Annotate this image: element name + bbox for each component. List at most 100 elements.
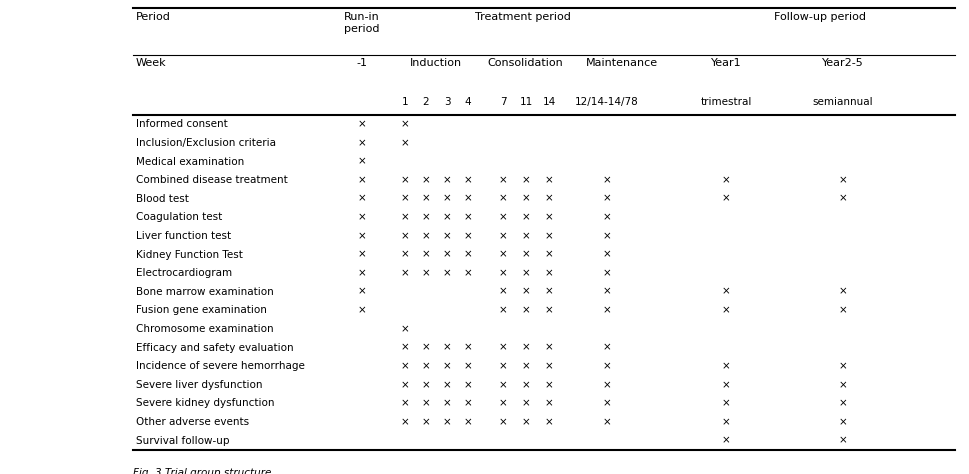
Text: ×: × — [442, 250, 451, 260]
Text: ×: × — [544, 287, 552, 297]
Text: ×: × — [358, 305, 366, 315]
Text: ×: × — [463, 343, 472, 353]
Text: ×: × — [838, 175, 847, 185]
Text: ×: × — [521, 287, 530, 297]
Text: ×: × — [358, 175, 366, 185]
Text: ×: × — [521, 380, 530, 390]
Text: ×: × — [498, 305, 507, 315]
Text: ×: × — [400, 119, 409, 129]
Text: Consolidation: Consolidation — [486, 58, 562, 68]
Text: ×: × — [838, 380, 847, 390]
Text: ×: × — [521, 268, 530, 278]
Text: ×: × — [358, 231, 366, 241]
Text: ×: × — [602, 380, 610, 390]
Text: ×: × — [544, 361, 552, 371]
Text: ×: × — [838, 305, 847, 315]
Text: ×: × — [442, 175, 451, 185]
Text: ×: × — [498, 194, 507, 204]
Text: ×: × — [521, 417, 530, 427]
Text: ×: × — [498, 287, 507, 297]
Text: ×: × — [521, 231, 530, 241]
Text: ×: × — [358, 138, 366, 148]
Text: ×: × — [463, 399, 472, 409]
Text: ×: × — [498, 361, 507, 371]
Text: ×: × — [463, 175, 472, 185]
Text: ×: × — [521, 361, 530, 371]
Text: ×: × — [498, 231, 507, 241]
Text: ×: × — [721, 194, 730, 204]
Text: ×: × — [602, 250, 610, 260]
Text: ×: × — [521, 399, 530, 409]
Text: Inclusion/Exclusion criteria: Inclusion/Exclusion criteria — [136, 138, 276, 148]
Text: ×: × — [400, 268, 409, 278]
Text: ×: × — [442, 212, 451, 222]
Text: Blood test: Blood test — [136, 194, 189, 204]
Text: Efficacy and safety evaluation: Efficacy and safety evaluation — [136, 343, 294, 353]
Text: ×: × — [422, 250, 430, 260]
Text: ×: × — [400, 212, 409, 222]
Text: ×: × — [463, 250, 472, 260]
Text: ×: × — [544, 343, 552, 353]
Text: ×: × — [721, 380, 730, 390]
Text: ×: × — [544, 231, 552, 241]
Text: ×: × — [544, 417, 552, 427]
Text: ×: × — [544, 305, 552, 315]
Text: Period: Period — [136, 12, 171, 22]
Text: 14: 14 — [542, 97, 555, 107]
Text: ×: × — [521, 305, 530, 315]
Text: ×: × — [721, 436, 730, 446]
Text: ×: × — [544, 250, 552, 260]
Text: ×: × — [442, 417, 451, 427]
Text: Severe liver dysfunction: Severe liver dysfunction — [136, 380, 263, 390]
Text: ×: × — [521, 250, 530, 260]
Text: ×: × — [838, 417, 847, 427]
Text: Year2-5: Year2-5 — [822, 58, 863, 68]
Text: ×: × — [442, 194, 451, 204]
Text: ×: × — [358, 194, 366, 204]
Text: Liver function test: Liver function test — [136, 231, 231, 241]
Text: ×: × — [400, 194, 409, 204]
Text: ×: × — [498, 380, 507, 390]
Text: ×: × — [422, 175, 430, 185]
Text: ×: × — [602, 417, 610, 427]
Text: ×: × — [463, 417, 472, 427]
Text: 4: 4 — [464, 97, 471, 107]
Text: Induction: Induction — [410, 58, 461, 68]
Text: ×: × — [463, 194, 472, 204]
Text: 3: 3 — [443, 97, 450, 107]
Text: ×: × — [721, 399, 730, 409]
Text: ×: × — [400, 175, 409, 185]
Text: Other adverse events: Other adverse events — [136, 417, 249, 427]
Text: Medical examination: Medical examination — [136, 156, 244, 166]
Text: Kidney Function Test: Kidney Function Test — [136, 250, 242, 260]
Text: ×: × — [544, 175, 552, 185]
Text: ×: × — [400, 399, 409, 409]
Text: ×: × — [498, 250, 507, 260]
Text: ×: × — [400, 231, 409, 241]
Text: ×: × — [400, 343, 409, 353]
Text: ×: × — [602, 399, 610, 409]
Text: ×: × — [838, 361, 847, 371]
Text: ×: × — [422, 231, 430, 241]
Text: ×: × — [498, 212, 507, 222]
Text: ×: × — [721, 287, 730, 297]
Text: ×: × — [422, 417, 430, 427]
Text: Fig. 3 Trial group structure: Fig. 3 Trial group structure — [133, 468, 271, 474]
Text: ×: × — [442, 343, 451, 353]
Text: ×: × — [400, 324, 409, 334]
Text: ×: × — [838, 436, 847, 446]
Text: 1: 1 — [401, 97, 408, 107]
Text: ×: × — [442, 231, 451, 241]
Text: ×: × — [442, 399, 451, 409]
Text: ×: × — [602, 175, 610, 185]
Text: ×: × — [400, 138, 409, 148]
Text: ×: × — [463, 268, 472, 278]
Text: 11: 11 — [518, 97, 532, 107]
Text: 7: 7 — [499, 97, 506, 107]
Text: ×: × — [602, 361, 610, 371]
Text: Bone marrow examination: Bone marrow examination — [136, 287, 273, 297]
Text: ×: × — [544, 268, 552, 278]
Text: Combined disease treatment: Combined disease treatment — [136, 175, 288, 185]
Text: ×: × — [838, 194, 847, 204]
Text: Run-in
period: Run-in period — [344, 12, 380, 35]
